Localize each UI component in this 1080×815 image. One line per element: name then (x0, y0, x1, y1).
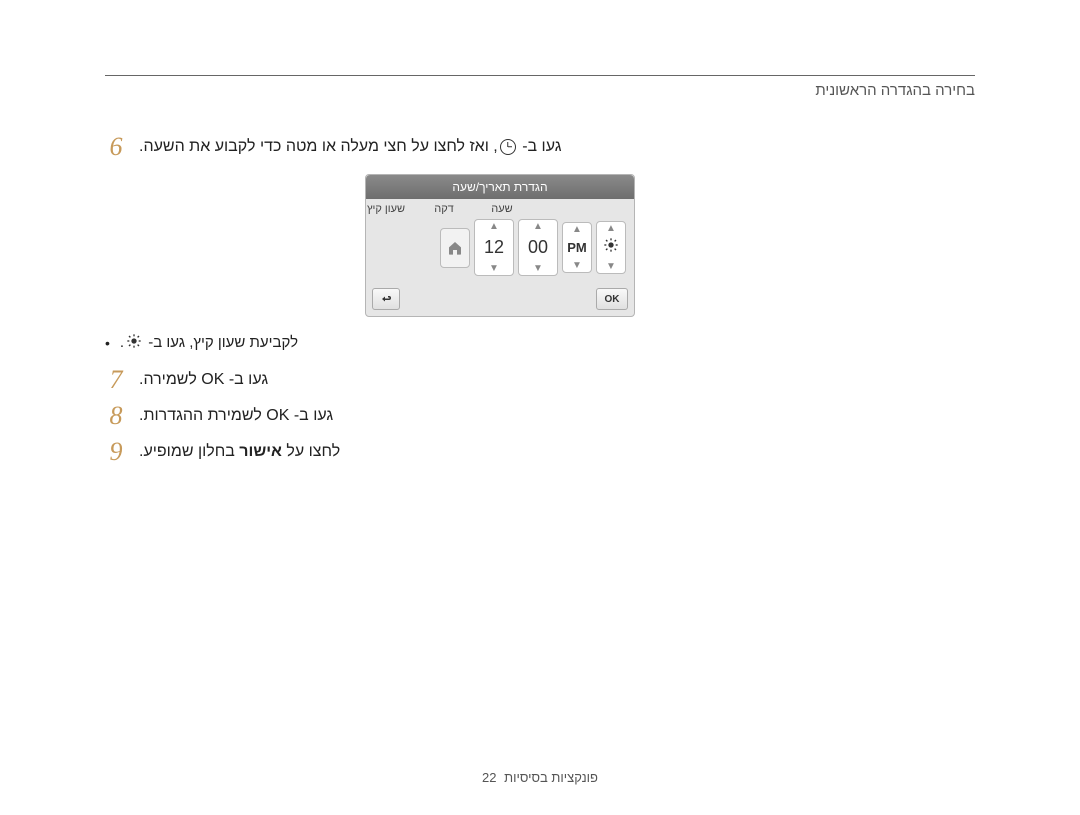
bullet-icon: • (105, 335, 110, 351)
step-text: געו ב- OK לשמירה. (139, 367, 268, 393)
widget-footer: OK (366, 284, 634, 314)
step-6: 6 געו ב- , ואז לחצו על חצי מעלה או מטה כ… (105, 134, 675, 160)
time-setting-widget: הגדרת תאריך/שעה שעון קיץ דקה שעה ▲ ▼ ▲ (365, 174, 635, 317)
content: 6 געו ב- , ואז לחצו על חצי מעלה או מטה כ… (105, 134, 675, 465)
arrow-up-icon[interactable]: ▲ (475, 220, 513, 233)
step-number: 9 (105, 439, 127, 465)
step-7: 7 געו ב- OK לשמירה. (105, 367, 675, 393)
widget-title: הגדרת תאריך/שעה (366, 175, 634, 199)
arrow-down-icon[interactable]: ▼ (597, 260, 625, 273)
label-minute: דקה (424, 203, 464, 215)
arrow-down-icon[interactable]: ▼ (475, 262, 513, 275)
header-title: בחירה בהגדרה הראשונית (105, 82, 975, 99)
widget-pickers: ▲ ▼ ▲ PM ▼ ▲ 00 ▼ (366, 217, 634, 284)
sun-icon (603, 237, 619, 253)
arrow-up-icon[interactable]: ▲ (563, 223, 591, 236)
ampm-value: PM (567, 236, 587, 259)
step-number: 7 (105, 367, 127, 393)
bullet-text: לקביעת שעון קיץ, געו ב- . (120, 333, 298, 353)
step-text: געו ב- OK לשמירת ההגדרות. (139, 403, 333, 429)
back-icon (380, 293, 392, 305)
step-number: 6 (105, 134, 127, 160)
step-9: 9 לחצו על אישור בחלון שמופיע. (105, 439, 675, 465)
step-text: לחצו על אישור בחלון שמופיע. (139, 439, 340, 465)
ok-button[interactable]: OK (596, 288, 628, 310)
dst-picker[interactable]: ▲ ▼ (596, 221, 626, 274)
step-text: געו ב- , ואז לחצו על חצי מעלה או מטה כדי… (139, 134, 561, 160)
home-button[interactable] (440, 228, 470, 268)
sun-icon (126, 333, 142, 353)
minute-value: 00 (528, 233, 548, 262)
hour-value: 12 (484, 233, 504, 262)
page-footer: פונקציות בסיסיות 22 (482, 770, 598, 785)
footer-section: פונקציות בסיסיות (504, 770, 598, 785)
widget-labels: שעון קיץ דקה שעה (366, 199, 634, 217)
back-button[interactable] (372, 288, 400, 310)
clock-icon (500, 139, 516, 155)
ampm-picker[interactable]: ▲ PM ▼ (562, 222, 592, 273)
label-dst: שעון קיץ (366, 203, 406, 215)
label-hour: שעה (482, 203, 522, 215)
step-number: 8 (105, 403, 127, 429)
arrow-down-icon[interactable]: ▼ (519, 262, 557, 275)
header-rule (105, 75, 975, 76)
arrow-down-icon[interactable]: ▼ (563, 259, 591, 272)
home-icon (447, 240, 463, 256)
footer-page: 22 (482, 770, 496, 785)
arrow-up-icon[interactable]: ▲ (519, 220, 557, 233)
dst-value (603, 235, 619, 260)
bullet-dst: • לקביעת שעון קיץ, געו ב- . (105, 333, 635, 353)
minute-picker[interactable]: ▲ 00 ▼ (518, 219, 558, 276)
hour-picker[interactable]: ▲ 12 ▼ (474, 219, 514, 276)
step-8: 8 געו ב- OK לשמירת ההגדרות. (105, 403, 675, 429)
arrow-up-icon[interactable]: ▲ (597, 222, 625, 235)
